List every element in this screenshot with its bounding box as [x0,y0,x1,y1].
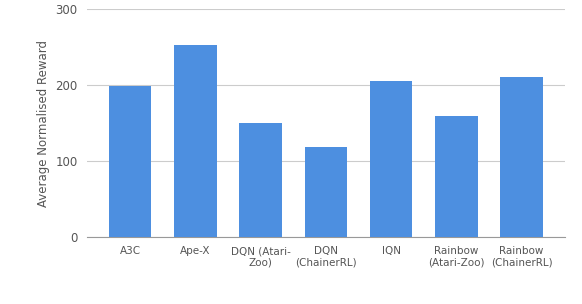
Y-axis label: Average Normalised Reward: Average Normalised Reward [37,40,50,207]
Bar [239,123,282,237]
Bar [305,147,347,237]
Bar [501,77,543,237]
Bar [174,45,217,237]
Bar [370,81,413,237]
Bar [109,86,151,237]
Bar [435,116,478,237]
